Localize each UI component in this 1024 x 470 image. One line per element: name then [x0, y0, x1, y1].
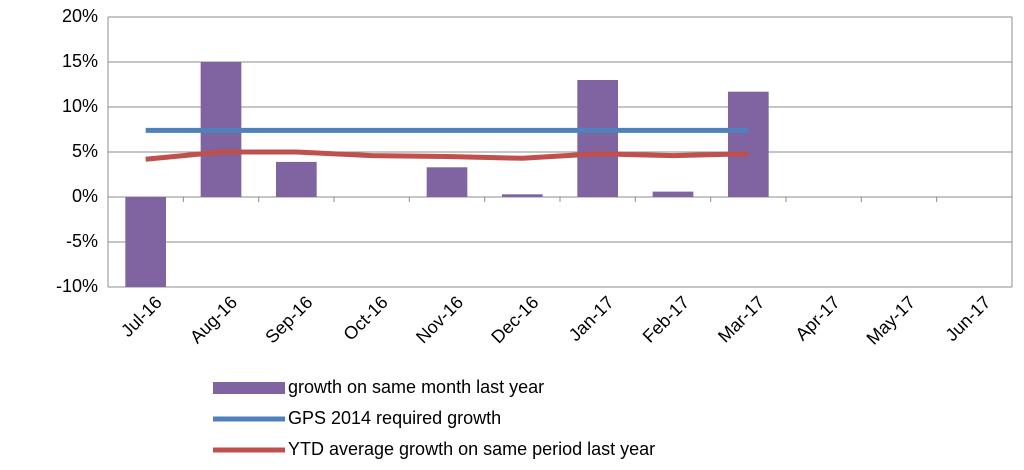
- x-tick-label: Feb-17: [639, 292, 693, 346]
- y-tick-label: 10%: [62, 96, 98, 116]
- x-tick-label: May-17: [863, 292, 920, 349]
- x-tick-label: Apr-17: [792, 292, 844, 344]
- bar: [275, 161, 317, 197]
- x-tick-label: Dec-16: [487, 292, 542, 347]
- x-tick-label: Jan-17: [565, 292, 618, 345]
- y-tick-label: -10%: [56, 276, 98, 296]
- bar: [577, 80, 619, 197]
- bar: [727, 91, 769, 197]
- x-tick-label: Aug-16: [186, 292, 241, 347]
- y-tick-label: 0%: [72, 186, 98, 206]
- x-tick-label: Mar-17: [714, 292, 768, 346]
- y-tick-label: 20%: [62, 6, 98, 26]
- bar: [426, 167, 468, 197]
- legend-label: GPS 2014 required growth: [288, 408, 501, 428]
- bar: [125, 197, 167, 287]
- x-tick-label: Jun-17: [941, 292, 994, 345]
- legend-label: YTD average growth on same period last y…: [288, 439, 655, 459]
- legend-label: growth on same month last year: [288, 377, 544, 397]
- line: [145, 149, 749, 162]
- y-tick-label: 15%: [62, 51, 98, 71]
- x-tick-label: Oct-16: [340, 292, 392, 344]
- y-tick-label: 5%: [72, 141, 98, 161]
- y-tick-label: -5%: [66, 231, 98, 251]
- x-tick-label: Nov-16: [412, 292, 467, 347]
- legend-swatch: [213, 382, 285, 394]
- x-tick-label: Sep-16: [261, 292, 316, 347]
- bar: [652, 191, 694, 197]
- x-tick-label: Jul-16: [117, 292, 166, 341]
- bar: [501, 194, 543, 197]
